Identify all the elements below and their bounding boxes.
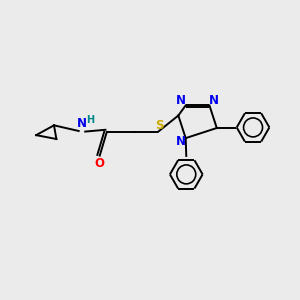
Text: N: N bbox=[209, 94, 219, 107]
Text: O: O bbox=[94, 157, 104, 169]
Text: S: S bbox=[155, 118, 163, 131]
Text: N: N bbox=[77, 117, 87, 130]
Text: N: N bbox=[176, 135, 186, 148]
Text: N: N bbox=[176, 94, 186, 107]
Text: H: H bbox=[86, 115, 94, 125]
